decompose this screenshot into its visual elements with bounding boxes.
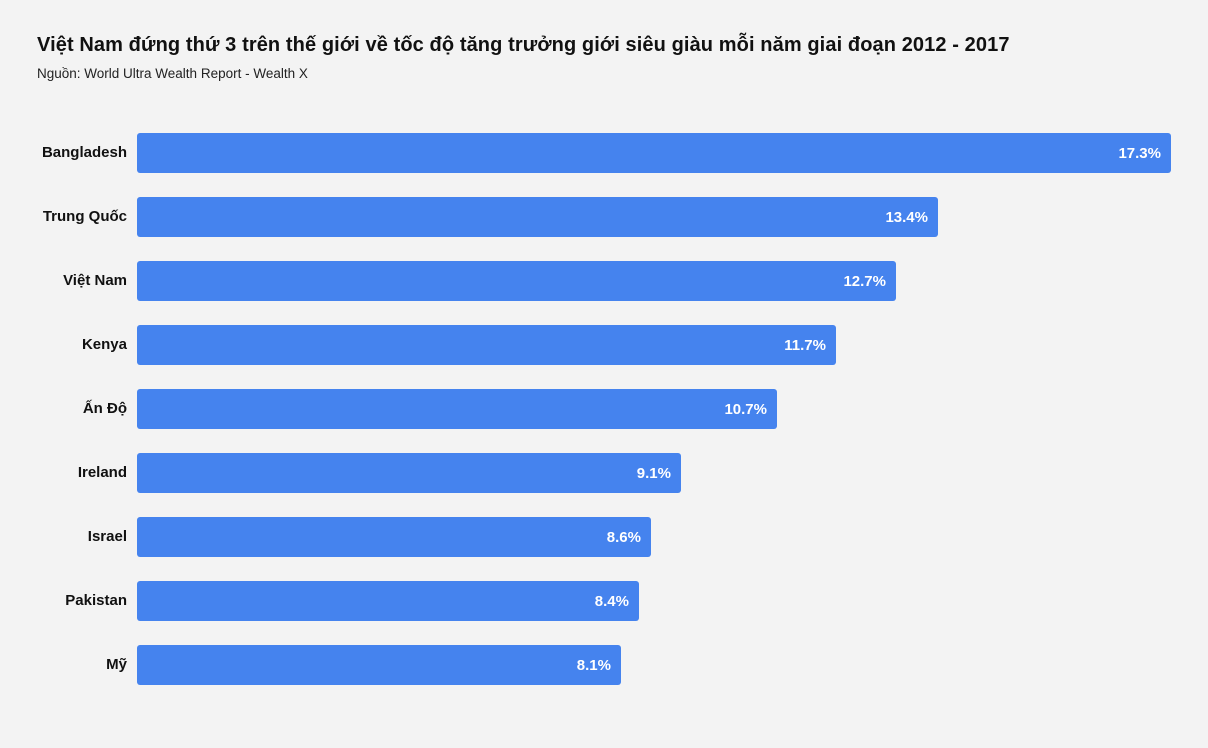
bar: 8.6% [137, 517, 651, 557]
bar-row: Israel 8.6% [0, 517, 1208, 557]
bar-value-label: 13.4% [885, 208, 928, 226]
category-label: Việt Nam [63, 271, 127, 289]
chart-source: Nguồn: World Ultra Wealth Report - Wealt… [37, 66, 308, 81]
bar-value-label: 8.1% [576, 656, 611, 674]
category-label: Bangladesh [41, 143, 127, 161]
bar-value-label: 9.1% [636, 464, 671, 482]
bar: 9.1% [137, 453, 681, 493]
bar-row: Bangladesh 17.3% [0, 133, 1208, 173]
category-label: Ấn Độ [82, 399, 127, 417]
bar-row: Ireland 9.1% [0, 453, 1208, 493]
bar-row: Mỹ 8.1% [0, 645, 1208, 685]
bar-value-label: 17.3% [1118, 144, 1161, 162]
bar-value-label: 8.4% [594, 592, 629, 610]
bar-value-label: 10.7% [724, 400, 767, 418]
bar-row: Ấn Độ 10.7% [0, 389, 1208, 429]
category-label: Israel [87, 527, 127, 545]
bar-row: Trung Quốc 13.4% [0, 197, 1208, 237]
bar-row: Pakistan 8.4% [0, 581, 1208, 621]
category-label: Mỹ [106, 655, 127, 673]
bar: 10.7% [137, 389, 777, 429]
bar: 8.4% [137, 581, 639, 621]
bar: 12.7% [137, 261, 896, 301]
bar-row: Việt Nam 12.7% [0, 261, 1208, 301]
bar-value-label: 11.7% [784, 336, 826, 354]
bar: 13.4% [137, 197, 938, 237]
chart-title: Việt Nam đứng thứ 3 trên thế giới về tốc… [37, 34, 1010, 56]
bar-value-label: 8.6% [606, 528, 641, 546]
category-label: Pakistan [65, 591, 127, 609]
category-label: Ireland [77, 463, 127, 481]
bar: 8.1% [137, 645, 621, 685]
bar: 11.7% [137, 325, 836, 365]
bar-chart: Bangladesh 17.3% Trung Quốc 13.4% Việt Nam 12… [0, 133, 1208, 709]
bar-value-label: 12.7% [843, 272, 886, 290]
category-label: Trung Quốc [42, 207, 127, 225]
bar-row: Kenya 11.7% [0, 325, 1208, 365]
category-label: Kenya [81, 335, 127, 353]
bar: 17.3% [137, 133, 1171, 173]
